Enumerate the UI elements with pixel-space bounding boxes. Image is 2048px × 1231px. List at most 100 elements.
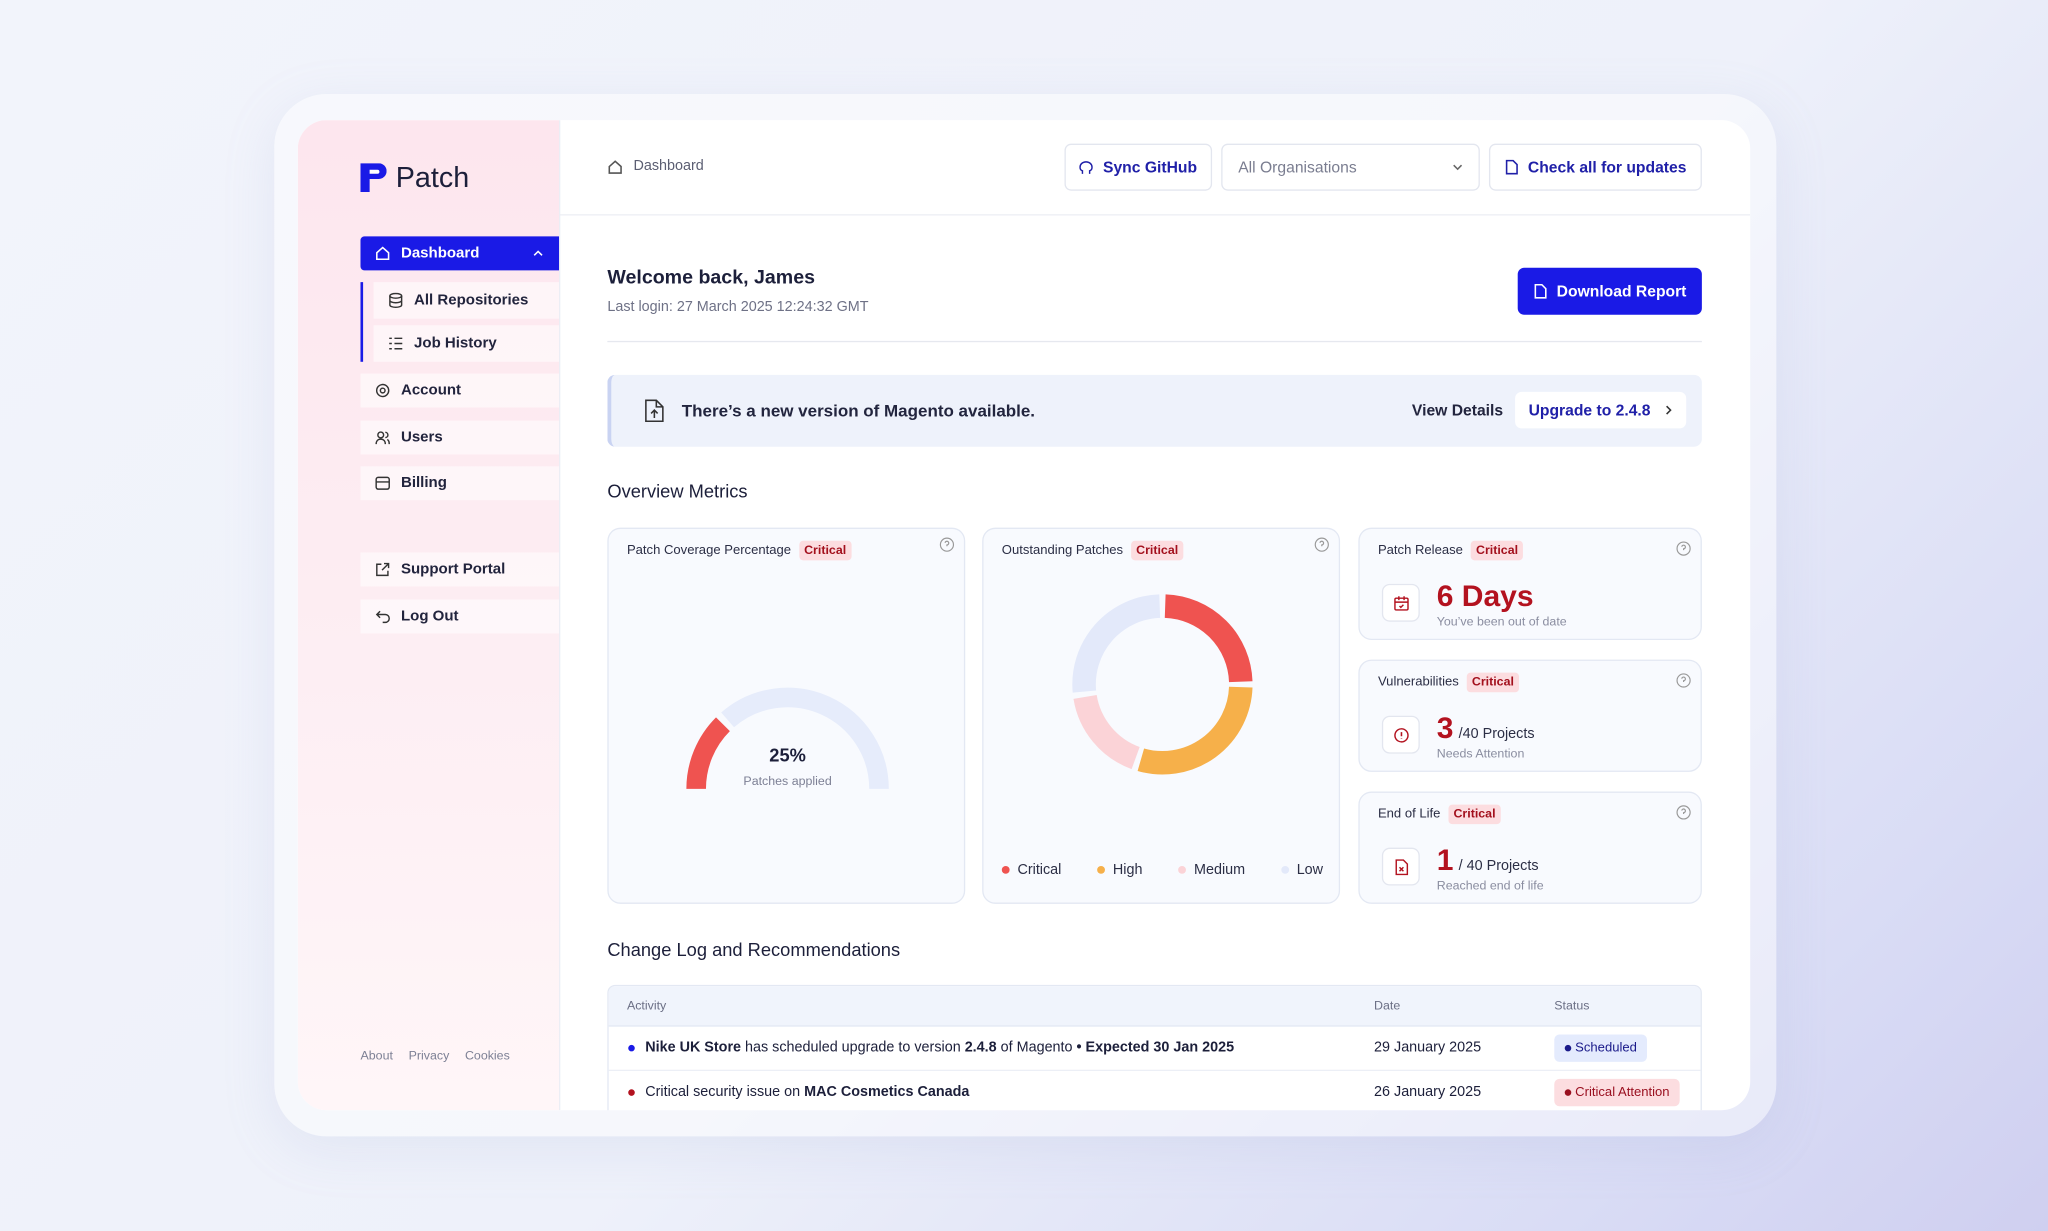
icon-box (1381, 715, 1420, 754)
status-label: Scheduled (1575, 1040, 1637, 1056)
activity-text: has scheduled upgrade to version (741, 1039, 965, 1056)
help-icon[interactable] (939, 537, 955, 553)
stat-value: 1 (1436, 842, 1454, 877)
divider (607, 340, 1702, 343)
icon (1505, 159, 1518, 175)
badge: Critical (1130, 540, 1184, 561)
legend-item: Critical (1001, 862, 1062, 878)
nav-item[interactable]: All Repositories (373, 282, 560, 319)
button-label: Download Report (1556, 282, 1687, 301)
status-label: Critical Attention (1575, 1085, 1670, 1100)
card-title-row: Patch Release Critical (1378, 540, 1524, 561)
donut-segment (1073, 694, 1141, 770)
icon (376, 562, 390, 577)
gauge-caption: Patches applied (743, 774, 832, 789)
breadcrumb[interactable]: Dashboard (633, 158, 704, 174)
welcome-title: Welcome back, James (607, 266, 815, 289)
icon (1534, 283, 1547, 299)
icon (389, 292, 403, 309)
section-title: Overview Metrics (607, 480, 748, 502)
gauge (686, 687, 889, 790)
footer-link[interactable]: Cookies (464, 1048, 510, 1064)
icon-box (1381, 847, 1420, 886)
nav-item[interactable]: Log Out (360, 599, 560, 634)
activity-text: 2.4.8 (964, 1039, 997, 1056)
brand[interactable]: Patch (395, 160, 470, 194)
button-label: Check all for updates (1527, 158, 1687, 177)
row-dot (628, 1089, 635, 1096)
footer-link[interactable]: Privacy (408, 1048, 450, 1064)
help-icon[interactable] (1314, 537, 1330, 553)
banner-message: There’s a new version of Magento availab… (681, 400, 1036, 421)
nav-item[interactable]: Dashboard (360, 236, 560, 271)
chevron (533, 250, 543, 256)
nav-item[interactable]: Billing (360, 466, 560, 501)
gauge-track (721, 687, 889, 790)
legend-dot (1178, 865, 1187, 874)
legend-label: Critical (1017, 862, 1062, 878)
badge: Critical (1470, 540, 1524, 561)
icon (1393, 595, 1409, 611)
gauge-card: Patch Coverage Percentage Critical 25% Pa… (607, 527, 966, 904)
donut (1072, 594, 1253, 775)
card-title-row: Patch Coverage Percentage Critical (627, 540, 852, 561)
button-label: Upgrade to 2.4.8 (1528, 400, 1651, 420)
column-header: Date (1374, 999, 1401, 1014)
nav-label: Support Portal (400, 561, 506, 578)
icon (1393, 727, 1409, 742)
stat-card: End of Life Critical 1/ 40 Projects Reached… (1358, 791, 1702, 904)
stat-caption: You’ve been out of date (1436, 615, 1567, 630)
stat-suffix: / 40 Projects (1458, 858, 1539, 874)
footer-links: About Privacy Cookies (360, 1049, 509, 1063)
stat-value-row: 3/40 Projects (1437, 711, 1535, 746)
help-icon[interactable] (1676, 673, 1692, 689)
nav-item[interactable]: Job History (373, 325, 560, 362)
card-title-row: Vulnerabilities Critical (1377, 672, 1520, 693)
chevron (1453, 164, 1463, 171)
activity: Nike UK Store has scheduled upgrade to v… (645, 1040, 1234, 1056)
nav-item[interactable]: Account (360, 373, 560, 408)
date: 29 January 2025 (1374, 1039, 1482, 1056)
help-icon[interactable] (1676, 541, 1692, 557)
legend-item: High (1097, 862, 1142, 878)
donut-segment (1072, 594, 1161, 693)
card-title: Vulnerabilities (1377, 675, 1459, 690)
subnav-line (360, 282, 364, 362)
nav-item[interactable]: Users (360, 420, 560, 455)
organisation-select[interactable]: All Organisations (1221, 143, 1480, 191)
badge: Critical (1466, 672, 1520, 693)
gauge-value (686, 717, 731, 790)
stat-card: Patch Release Critical 6 Days You’ve been o… (1358, 527, 1702, 640)
logo-icon (360, 163, 387, 192)
nav-label: Account (400, 382, 462, 399)
activity-text: MAC Cosmetics Canada (804, 1084, 970, 1100)
legend-item: Low (1281, 862, 1323, 878)
stat-value-row: 1/ 40 Projects (1437, 842, 1539, 877)
download-button[interactable]: Download Report (1517, 267, 1702, 315)
legend-dot (1281, 865, 1289, 874)
icon (376, 246, 390, 261)
icon (1394, 858, 1408, 875)
card-title-row: Outstanding Patches Critical (1001, 540, 1184, 561)
icon (375, 383, 390, 398)
gauge-value: 25% (769, 744, 806, 766)
stat-card: Vulnerabilities Critical 3/40 Projects Need… (1358, 659, 1702, 772)
check-updates-button[interactable]: Check all for updates (1488, 143, 1702, 191)
nav-label: Log Out (400, 608, 459, 625)
view-details-link[interactable]: View Details (1411, 400, 1504, 420)
home-icon (608, 160, 622, 174)
help-icon[interactable] (1676, 805, 1692, 821)
footer-link[interactable]: About (360, 1048, 393, 1064)
status-dot (1564, 1089, 1572, 1096)
nav-item[interactable]: Support Portal (360, 552, 560, 587)
card-title: Outstanding Patches (1001, 543, 1124, 558)
table-row: Critical security issue on MAC Cosmetics… (609, 1071, 1701, 1110)
upgrade-button[interactable]: Upgrade to 2.4.8 (1515, 391, 1687, 429)
topbar: Dashboard Sync GitHub All Organisations … (559, 120, 1751, 216)
badge: Critical (1448, 804, 1501, 825)
status-pill: Scheduled (1554, 1034, 1648, 1062)
icon-box (1381, 583, 1420, 622)
activity-text: of Magento (996, 1039, 1077, 1056)
sync-button[interactable]: Sync GitHub (1064, 143, 1213, 191)
